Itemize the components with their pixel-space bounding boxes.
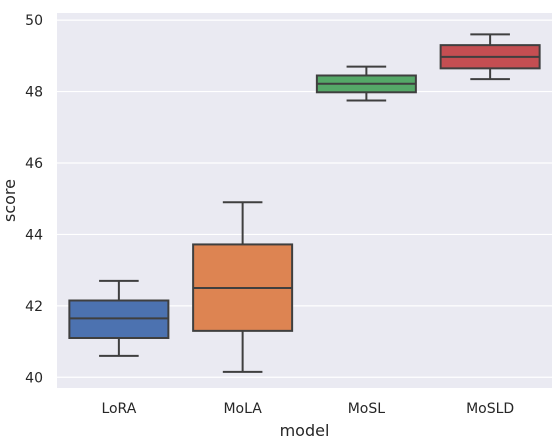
y-tick-label: 50 — [25, 13, 43, 29]
y-tick-label: 44 — [25, 227, 43, 243]
y-axis-label: score — [0, 179, 19, 222]
box-mosl — [315, 65, 417, 102]
x-tick-label: MoSLD — [466, 401, 514, 417]
boxes — [68, 33, 541, 373]
box-lora — [68, 279, 170, 357]
y-tick-label: 42 — [25, 299, 43, 315]
y-tick-label: 46 — [25, 156, 43, 172]
x-tick-label: LoRA — [101, 401, 136, 417]
x-axis-label: model — [280, 421, 330, 439]
y-tick-label: 40 — [25, 370, 43, 386]
y-tick-labels: 40 42 44 46 48 50 — [25, 13, 43, 386]
box-mola — [192, 201, 294, 373]
box-mosld — [439, 33, 541, 81]
x-tick-label: MoSL — [348, 401, 386, 417]
x-tick-label: MoLA — [223, 401, 262, 417]
y-tick-label: 48 — [25, 85, 43, 101]
x-tick-labels: LoRA MoLA MoSL MoSLD — [101, 401, 514, 417]
